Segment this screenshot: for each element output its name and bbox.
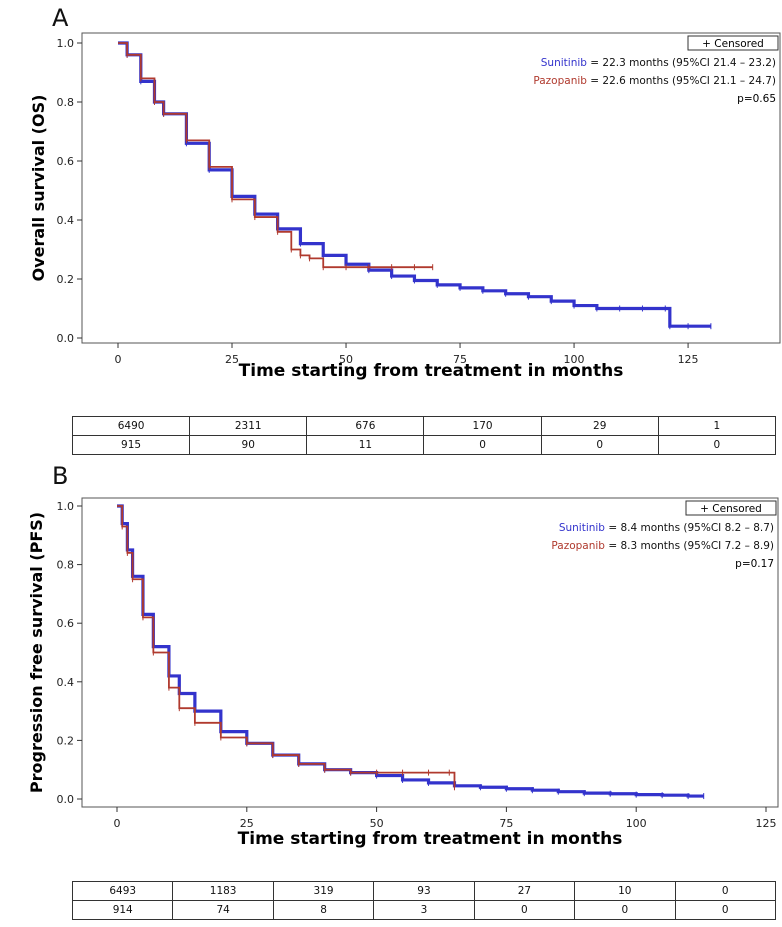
plot-frame [81, 32, 781, 344]
x-axis-label: Time starting from treatment in months [238, 829, 623, 849]
risk-cell: 0 [657, 435, 777, 455]
legend-entry-sunitinib: Sunitinib = 22.3 months (95%CI 21.4 – 23… [541, 57, 776, 69]
p-value: p=0.65 [737, 93, 776, 105]
y-tick-label: 0.2 [57, 734, 75, 747]
x-tick-label: 0 [114, 817, 121, 830]
x-tick-label: 50 [370, 817, 384, 830]
y-tick-label: 0.6 [57, 617, 75, 630]
risk-cell: 10 [574, 881, 676, 901]
panel-b: B 0.0 0.2 0.4 0.6 0.8 1.0 0 25 50 75 100 125 Time st… [0, 462, 782, 927]
y-tick-label: 0.0 [57, 793, 75, 806]
legend-censored-label: + Censored [702, 38, 764, 50]
x-tick-label: 0 [115, 353, 122, 366]
series-line-pazopanib [117, 505, 456, 788]
risk-table-os: 6490 2311 676 170 29 1 915 90 11 0 0 0 [71, 416, 777, 455]
risk-row: 6493 1183 319 93 27 10 0 [71, 881, 777, 901]
y-tick-label: 1.0 [57, 37, 75, 50]
risk-cell: 0 [473, 900, 576, 920]
risk-cell: 0 [540, 435, 659, 455]
risk-cell: 93 [373, 881, 475, 901]
x-tick-label: 75 [453, 353, 467, 366]
panel-label-b: B [52, 462, 69, 490]
risk-cell: 1183 [172, 881, 274, 901]
risk-cell: 319 [272, 881, 375, 901]
risk-cell: 2311 [189, 416, 308, 436]
risk-cell: 170 [423, 416, 542, 436]
risk-cell: 27 [473, 881, 576, 901]
y-tick-label: 0.2 [57, 273, 75, 286]
y-tick-label: 0.8 [57, 96, 75, 109]
risk-cell: 0 [423, 435, 542, 455]
y-axis-label: Progression free survival (PFS) [27, 512, 46, 793]
y-axis-label: Overall survival (OS) [29, 95, 48, 282]
legend-censored-box [687, 35, 779, 51]
risk-cell: 0 [574, 900, 676, 920]
y-tick-label: 0.4 [57, 214, 75, 227]
y-tick-label: 0.0 [57, 332, 75, 345]
x-tick-label: 100 [626, 817, 647, 830]
y-tick-label: 0.4 [57, 676, 75, 689]
x-tick-label: 100 [564, 353, 585, 366]
legend-censored-label: + Censored [700, 503, 762, 515]
risk-cell: 676 [306, 416, 425, 436]
risk-table-pfs: 6493 1183 319 93 27 10 0 914 74 8 3 0 0 0 [71, 881, 777, 920]
risk-cell: 29 [540, 416, 659, 436]
legend-censored-box [685, 500, 777, 516]
legend-entry-pazopanib: Pazopanib = 22.6 months (95%CI 21.1 – 24… [533, 75, 776, 87]
panel-label-a: A [52, 4, 69, 32]
y-tick-label: 0.6 [57, 155, 75, 168]
risk-cell: 90 [189, 435, 308, 455]
risk-cell: 6490 [71, 416, 191, 436]
risk-row: 6490 2311 676 170 29 1 [71, 416, 777, 436]
legend-entry-sunitinib: Sunitinib = 8.4 months (95%CI 8.2 – 8.7) [559, 522, 774, 534]
x-tick-label: 75 [499, 817, 513, 830]
risk-cell: 8 [272, 900, 375, 920]
series-line-pazopanib [118, 42, 433, 269]
risk-cell: 0 [674, 900, 777, 920]
x-tick-label: 25 [240, 817, 254, 830]
risk-cell: 6493 [71, 881, 174, 901]
risk-cell: 0 [674, 881, 777, 901]
pfs-chart: 0.0 0.2 0.4 0.6 0.8 1.0 0 25 50 75 100 125 Time star… [27, 497, 779, 849]
risk-cell: 915 [71, 435, 191, 455]
y-tick-label: 0.8 [57, 559, 75, 572]
risk-cell: 11 [306, 435, 425, 455]
panel-a: A 0.0 0.2 0.4 0.6 0.8 1.0 0 25 50 75 100 125 Time st… [0, 0, 782, 462]
x-tick-label: 25 [225, 353, 239, 366]
plot-frame [81, 497, 779, 808]
x-tick-label: 125 [756, 817, 777, 830]
risk-cell: 3 [373, 900, 475, 920]
risk-cell: 914 [71, 900, 174, 920]
x-tick-label: 50 [339, 353, 353, 366]
os-chart: 0.0 0.2 0.4 0.6 0.8 1.0 0 25 50 75 100 125 Time star… [29, 32, 781, 381]
x-axis-label: Time starting from treatment in months [239, 361, 624, 381]
risk-row: 915 90 11 0 0 0 [71, 435, 777, 455]
x-tick-label: 125 [678, 353, 699, 366]
risk-cell: 74 [172, 900, 274, 920]
risk-row: 914 74 8 3 0 0 0 [71, 900, 777, 920]
p-value: p=0.17 [735, 558, 774, 570]
legend-entry-pazopanib: Pazopanib = 8.3 months (95%CI 7.2 – 8.9) [551, 540, 774, 552]
risk-cell: 1 [657, 416, 777, 436]
y-tick-label: 1.0 [57, 500, 75, 513]
